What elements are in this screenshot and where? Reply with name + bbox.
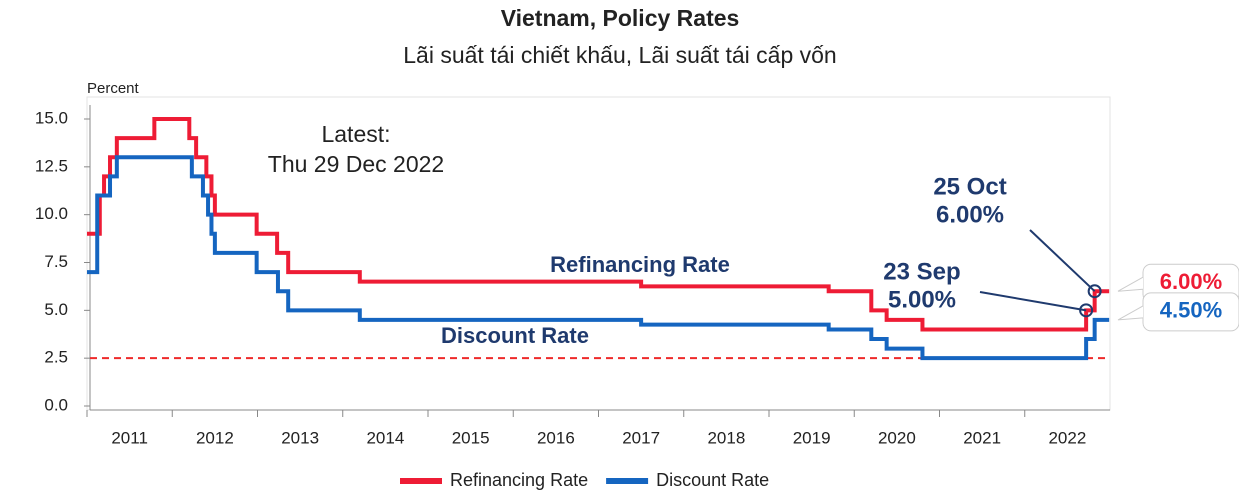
x-tick-label: 2012 [196, 428, 234, 447]
y-tick-label: 15.0 [35, 108, 68, 127]
x-tick-label: 2020 [878, 428, 916, 447]
annotation: 25 Oct [933, 173, 1006, 200]
callout-marker [1079, 303, 1094, 318]
series-line [87, 117, 1110, 332]
x-tick-label: 2017 [622, 428, 660, 447]
chart-title: Vietnam, Policy Rates [501, 5, 740, 31]
end-label-pointer [1117, 305, 1144, 321]
x-tick-label: 2011 [111, 428, 148, 447]
y-tick-label: 2.5 [44, 348, 68, 367]
x-tick-label: 2021 [963, 428, 1001, 447]
x-tick-label: 2016 [537, 428, 575, 447]
callout-line [1029, 229, 1096, 292]
end-label-pointer [1117, 276, 1144, 292]
x-tick-label: 2013 [281, 428, 319, 447]
chart-subtitle: Lãi suất tái chiết khấu, Lãi suất tái cấ… [403, 42, 836, 68]
x-tick-label: 2018 [707, 428, 745, 447]
x-tick-label: 2019 [793, 428, 831, 447]
annotation: 5.00% [888, 286, 956, 313]
callout-line [979, 291, 1087, 312]
y-tick-label: 10.0 [35, 204, 68, 223]
end-label: 4.50% [1160, 298, 1222, 323]
end-label: 6.00% [1160, 269, 1222, 294]
legend-label: Discount Rate [656, 470, 769, 490]
y-tick-label: 12.5 [35, 156, 68, 175]
annotation: Latest: [321, 121, 390, 147]
line-label: Refinancing Rate [550, 252, 730, 277]
y-tick-label: 7.5 [44, 252, 68, 271]
annotation: Thu 29 Dec 2022 [268, 151, 444, 177]
annotation: 6.00% [936, 201, 1004, 228]
y-axis-label: Percent [87, 80, 140, 97]
callout-marker [1087, 284, 1102, 299]
x-tick-label: 2022 [1048, 428, 1086, 447]
y-tick-label: 5.0 [44, 300, 68, 319]
y-tick-label: 0.0 [44, 395, 68, 414]
x-tick-label: 2014 [366, 428, 404, 447]
line-label: Discount Rate [441, 323, 589, 348]
series-line [87, 155, 1110, 361]
legend-label: Refinancing Rate [450, 470, 588, 490]
annotation: 23 Sep [883, 258, 960, 285]
x-tick-label: 2015 [452, 428, 490, 447]
